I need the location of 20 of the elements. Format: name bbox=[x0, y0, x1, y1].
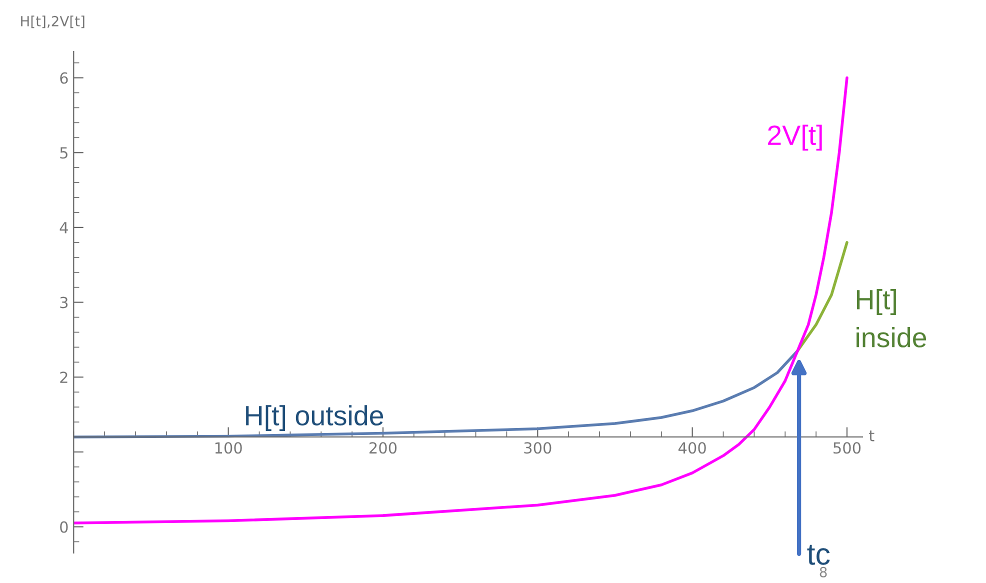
y-tick-label: 6 bbox=[60, 72, 68, 84]
line-series bbox=[796, 241, 848, 352]
y-tick-label: 2 bbox=[60, 372, 68, 383]
y-axis-title: H[t],2V[t] bbox=[21, 16, 84, 28]
x-axis-title: t bbox=[869, 430, 874, 442]
x-tick-label: 300 bbox=[524, 442, 552, 454]
x-tick-label: 200 bbox=[370, 442, 397, 454]
y-tick-label: 0 bbox=[60, 521, 68, 533]
annotation: tc bbox=[807, 544, 830, 565]
text: 8 bbox=[820, 566, 827, 578]
line-series bbox=[74, 350, 799, 438]
y-tick-label: 3 bbox=[60, 296, 68, 308]
y-tick-label: 4 bbox=[60, 222, 68, 234]
x-tick-label: 100 bbox=[215, 442, 242, 454]
series-label: H[t] inside bbox=[856, 289, 926, 348]
y-tick-label: 5 bbox=[60, 147, 68, 159]
x-tick-label: 500 bbox=[834, 442, 861, 454]
x-tick-label: 400 bbox=[678, 442, 706, 454]
series-label: H[t] outside bbox=[246, 405, 384, 431]
series-label: 2V[t] bbox=[768, 124, 822, 151]
